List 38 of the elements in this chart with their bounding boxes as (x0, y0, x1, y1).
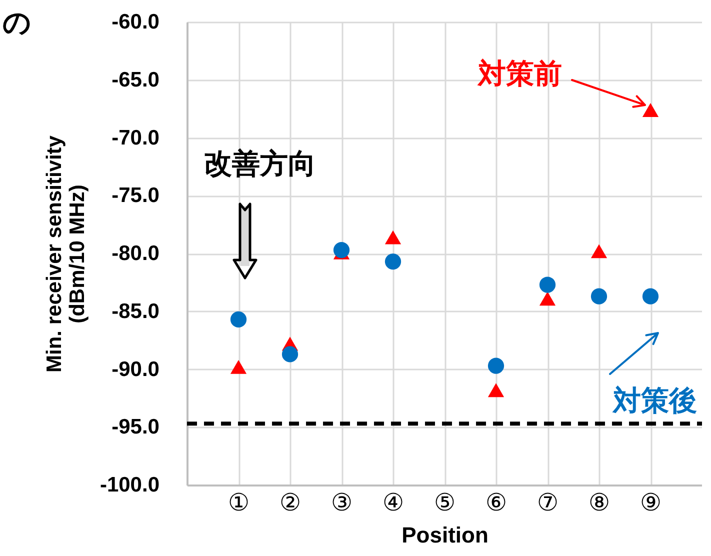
point (282, 346, 298, 362)
y-tick-label: -95.0 (112, 416, 160, 439)
point (333, 242, 350, 258)
point (642, 102, 659, 117)
point (539, 276, 556, 293)
x-tick-label: ② (280, 490, 302, 516)
legend-label: 対策後 (612, 385, 697, 416)
point (230, 360, 247, 374)
point (384, 254, 402, 270)
annotation: 改善方向 (204, 148, 316, 179)
x-tick-label: ⑨ (640, 490, 662, 516)
y-tick-label: -90.0 (112, 358, 160, 381)
point (590, 288, 608, 304)
point (539, 292, 556, 306)
y-tick-label: -65.0 (112, 68, 160, 92)
y-tick-label: -60.0 (112, 10, 160, 34)
y-tick-label: -80.0 (112, 242, 160, 265)
point (590, 244, 608, 258)
x-tick-label: ⑧ (588, 490, 610, 516)
x-tick-label: ⑤ (434, 490, 456, 516)
x-tick-label: ⑦ (537, 490, 559, 516)
y-tick-label: -75.0 (112, 184, 160, 208)
x-tick-label: ⑥ (486, 490, 508, 516)
point (642, 288, 659, 304)
y-axis-title: Min. receiver sensitivity (dBm/10 MHz) (42, 135, 89, 372)
y-tick-label: -85.0 (112, 300, 160, 323)
x-tick-label: ① (228, 490, 250, 516)
y-tick-label: -100.0 (100, 474, 160, 496)
text: の (2, 7, 32, 38)
y-tick-label: -70.0 (112, 126, 160, 150)
x-axis-title: Position (402, 522, 488, 548)
point (230, 311, 247, 328)
x-tick-label: ④ (382, 490, 404, 516)
point (488, 383, 504, 398)
x-tick-label: ③ (331, 490, 353, 516)
text: 対策前 (477, 58, 562, 89)
point (488, 358, 504, 374)
point (384, 230, 402, 244)
